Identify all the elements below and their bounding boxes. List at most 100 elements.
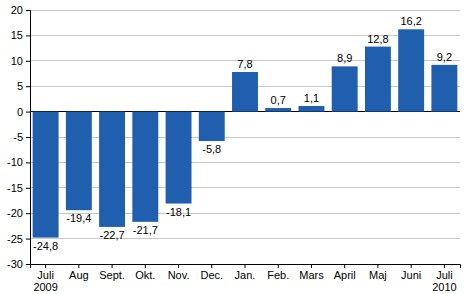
y-axis-line (26, 11, 31, 265)
data-label: 16,2 (400, 15, 421, 27)
grid-line (30, 137, 460, 138)
x-tick-mark (112, 264, 113, 268)
x-tick-label: Aug (69, 269, 89, 281)
bar (66, 112, 92, 211)
y-tick-mark (26, 162, 30, 163)
x-tick: Dec. (200, 264, 223, 281)
y-tick-mark (26, 264, 30, 265)
x-tick: Maj (369, 264, 387, 281)
grid-line (30, 187, 460, 188)
x-tick-label: April (334, 269, 356, 281)
bar (265, 108, 291, 112)
y-tick-label: -10 (7, 156, 23, 168)
bar (365, 47, 391, 112)
data-label: 0,7 (271, 94, 286, 106)
data-label: 9,2 (437, 51, 452, 63)
bar (332, 66, 358, 111)
y-tick-label: -30 (7, 258, 23, 270)
grid-line (30, 213, 460, 214)
y-tick: -5 (13, 131, 30, 143)
x-tick-mark (278, 264, 279, 268)
x-tick-mark (311, 264, 312, 268)
y-tick-mark (26, 112, 30, 113)
y-tick: -20 (7, 207, 30, 219)
y-tick-mark (26, 137, 30, 138)
x-tick: Juli2009 (33, 264, 57, 293)
x-tick-label: Sept. (99, 269, 125, 281)
x-tick: Jan. (235, 264, 256, 281)
data-label: -19,4 (66, 212, 91, 224)
x-tick: Aug (69, 264, 89, 281)
y-tick: -30 (7, 258, 30, 270)
x-tick-mark (377, 264, 378, 268)
x-tick-mark (178, 264, 179, 268)
x-tick: Juli2010 (432, 264, 456, 293)
grid-line (30, 35, 460, 36)
x-axis-line (31, 265, 461, 269)
x-tick-label: Dec. (200, 269, 223, 281)
y-tick-mark (26, 10, 30, 11)
y-tick-mark (26, 61, 30, 62)
bar (166, 112, 192, 204)
x-tick: Feb. (267, 264, 289, 281)
y-tick-label: 10 (11, 55, 23, 67)
data-label: -5,8 (202, 143, 221, 155)
x-tick-label: Feb. (267, 269, 289, 281)
y-tick: 20 (11, 4, 30, 16)
x-tick: Juni (401, 264, 421, 281)
x-tick-label: Juni (401, 269, 421, 281)
x-tick-mark (245, 264, 246, 268)
x-tick-mark (78, 264, 79, 268)
y-tick-mark (26, 188, 30, 189)
y-tick: 15 (11, 29, 30, 41)
x-tick: Okt. (135, 264, 155, 281)
y-tick-label: 5 (17, 80, 23, 92)
data-label: 12,8 (367, 33, 388, 45)
x-tick-mark (45, 264, 46, 268)
x-tick-mark (145, 264, 146, 268)
bar (99, 112, 125, 227)
data-label: -18,1 (166, 206, 191, 218)
y-tick: -25 (7, 233, 30, 245)
x-tick-mark (344, 264, 345, 268)
bar (299, 106, 325, 112)
data-label: -21,7 (133, 224, 158, 236)
grid-line (30, 238, 460, 239)
x-tick: Mars (299, 264, 324, 281)
bar (398, 29, 424, 111)
y-tick: -10 (7, 156, 30, 168)
x-tick: Sept. (99, 264, 125, 281)
x-tick-label: Maj (369, 269, 387, 281)
data-label: -22,7 (100, 229, 125, 241)
y-axis: -30 -25 -20 -15 -10 -5 0 5 10 15 20 (7, 4, 30, 270)
grid (30, 10, 460, 264)
y-tick-label: -15 (7, 182, 23, 194)
bar (431, 65, 457, 112)
x-tick-label: Mars (299, 269, 324, 281)
y-tick-mark (26, 86, 30, 87)
x-tick-mark (211, 264, 212, 268)
x-tick-label: Jan. (235, 269, 256, 281)
bar (33, 112, 59, 238)
y-tick: 0 (17, 106, 30, 118)
y-tick-mark (26, 213, 30, 214)
bar (132, 112, 158, 222)
y-tick: 5 (17, 80, 30, 92)
plot: -24,8-19,4-22,7-21,7-18,1-5,87,80,71,18,… (7, 4, 460, 293)
data-label: -24,8 (33, 240, 58, 252)
data-label: 1,1 (304, 92, 319, 104)
x-tick: Nov. (168, 264, 190, 281)
y-tick-label: -20 (7, 207, 23, 219)
x-tick-label: Nov. (168, 269, 190, 281)
x-tick-label: Juli2010 (432, 269, 456, 294)
y-tick-label: 20 (11, 4, 23, 16)
x-tick-label: Okt. (135, 269, 155, 281)
x-tick-mark (411, 264, 412, 268)
x-tick-label: Juli2009 (33, 269, 57, 294)
data-labels: -24,8-19,4-22,7-21,7-18,1-5,87,80,71,18,… (33, 15, 452, 251)
y-tick-mark (26, 239, 30, 240)
y-tick: 10 (11, 55, 30, 67)
y-tick-label: -25 (7, 233, 23, 245)
y-tick-label: 15 (11, 29, 23, 41)
bars (33, 29, 458, 237)
